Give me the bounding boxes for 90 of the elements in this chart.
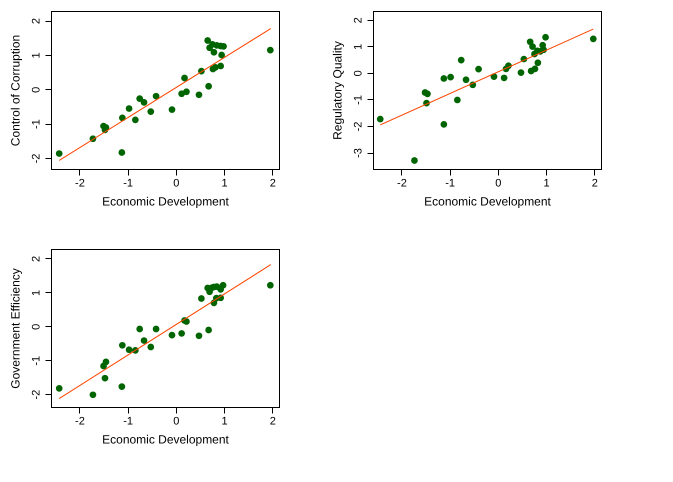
x-tick-label: 2 — [270, 416, 276, 428]
y-tick-label: -1 — [30, 119, 42, 130]
x-tick-label: -2 — [75, 178, 85, 190]
point — [178, 330, 185, 337]
point — [140, 99, 148, 106]
x-tick-label: 0 — [495, 178, 502, 190]
point — [147, 108, 154, 115]
point — [183, 88, 190, 96]
point — [529, 43, 536, 50]
x-axis-title: Economic Development — [102, 194, 230, 208]
point — [152, 92, 160, 100]
point — [136, 95, 144, 102]
point — [152, 326, 160, 332]
x-tick-label: 1 — [221, 416, 228, 428]
y-tick-label: 2 — [30, 256, 42, 262]
point — [411, 157, 418, 164]
point — [205, 326, 212, 334]
point — [196, 332, 202, 340]
point — [217, 62, 224, 70]
point — [462, 76, 470, 84]
point — [118, 149, 126, 156]
point — [198, 295, 205, 302]
point — [196, 91, 202, 98]
y-tick-label: 0 — [30, 86, 42, 93]
point — [532, 66, 538, 72]
y-tick-label: -2 — [352, 122, 364, 132]
y-tick-label: 0 — [352, 70, 364, 76]
point — [126, 346, 132, 354]
x-axis-title: Economic Development — [102, 432, 230, 446]
point — [90, 391, 96, 398]
point — [102, 374, 108, 382]
point — [56, 385, 63, 392]
point — [204, 37, 212, 44]
x-tick-label: 2 — [270, 178, 276, 190]
point — [205, 82, 212, 90]
y-tick-label: -3 — [352, 148, 364, 158]
x-tick-label: -2 — [397, 178, 407, 190]
y-tick-label: 1 — [30, 52, 42, 59]
x-tick-label: -1 — [445, 178, 456, 190]
point — [500, 74, 508, 82]
x-tick-label: -1 — [123, 178, 134, 190]
point — [376, 116, 384, 122]
x-tick-label: -2 — [75, 416, 85, 428]
point — [218, 52, 225, 58]
y-axis-title: Regulatory Quality — [330, 41, 344, 140]
point — [534, 59, 542, 66]
x-tick-label: 1 — [543, 178, 550, 190]
point — [220, 282, 226, 289]
y-tick-label: 2 — [352, 17, 364, 24]
point — [56, 150, 63, 157]
point — [118, 342, 126, 349]
point — [210, 48, 218, 56]
point — [126, 105, 132, 112]
y-tick-label: 1 — [352, 44, 364, 50]
x-tick-label: 0 — [173, 416, 180, 428]
y-tick-label: -2 — [30, 154, 42, 164]
point — [475, 66, 482, 72]
point — [132, 116, 139, 124]
y-tick-label: 0 — [30, 324, 42, 330]
point — [140, 337, 148, 344]
x-tick-label: 2 — [592, 178, 598, 190]
x-tick-label: -1 — [123, 416, 134, 428]
point — [424, 90, 431, 98]
point — [542, 34, 549, 41]
point — [266, 46, 274, 54]
x-tick-label: 0 — [173, 178, 180, 190]
point — [102, 358, 110, 366]
point — [590, 36, 597, 42]
point — [181, 74, 188, 82]
x-tick-label: 1 — [221, 178, 228, 190]
point — [518, 69, 524, 76]
point — [168, 332, 176, 338]
point — [266, 282, 274, 289]
point — [168, 106, 176, 113]
point — [147, 344, 154, 350]
y-axis-title: Government Efficiency — [8, 268, 22, 389]
y-tick-label: 1 — [30, 290, 42, 296]
point — [454, 96, 461, 104]
point — [440, 121, 448, 128]
y-tick-label: -1 — [30, 356, 42, 366]
point — [118, 383, 126, 390]
point — [447, 74, 454, 80]
y-axis-title: Control of Corruption — [8, 34, 22, 146]
y-tick-label: 2 — [30, 18, 42, 24]
point — [136, 326, 144, 332]
point — [458, 56, 465, 64]
y-tick-label: -1 — [352, 95, 364, 105]
x-axis-title: Economic Development — [424, 194, 552, 208]
y-tick-label: -2 — [30, 390, 42, 400]
point — [440, 75, 448, 82]
